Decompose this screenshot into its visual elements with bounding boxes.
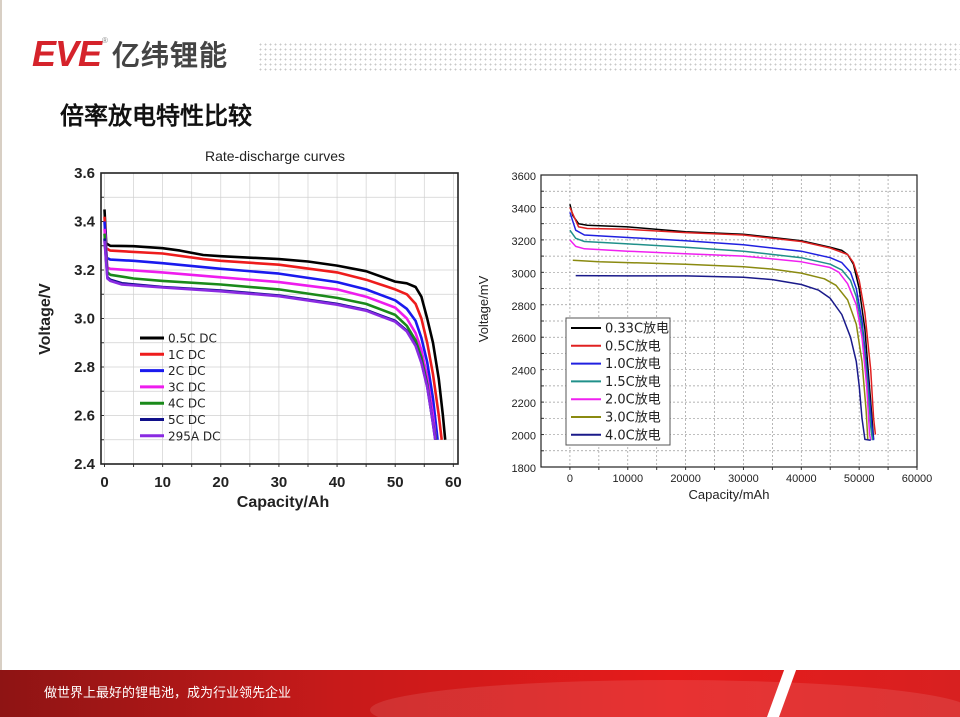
series-line-0.33C放电 [569, 204, 875, 440]
legend-label: 2C DC [168, 364, 205, 378]
y-tick-label: 2.8 [74, 359, 95, 376]
legend: 0.5C DC 1C DC 2C DC 3C DC 4C DC 5C DC 295A DC [140, 332, 221, 443]
legend-label: 1.0C放电 [605, 357, 661, 372]
y-tick-label: 2000 [512, 431, 536, 443]
legend-label: 1.5C放电 [605, 375, 661, 390]
x-tick-label: 50 [387, 474, 404, 491]
y-tick-label: 2800 [512, 301, 536, 313]
x-tick-label: 30 [271, 474, 288, 491]
y-axis-label: Voltage/mV [476, 275, 491, 342]
legend-label: 1C DC [168, 348, 205, 362]
x-axis-label: Capacity/mAh [689, 487, 770, 502]
legend-label: 4C DC [168, 397, 205, 411]
y-tick-label: 3.2 [74, 262, 95, 279]
footer-swoosh-decoration [370, 680, 960, 717]
x-tick-label: 20 [212, 474, 229, 491]
x-tick-label: 40000 [786, 473, 817, 485]
x-tick-label: 30000 [728, 473, 759, 485]
x-tick-label: 10000 [612, 473, 643, 485]
plot-frame [100, 172, 459, 465]
x-tick-label: 40 [329, 474, 346, 491]
series-line-2C DC [103, 221, 439, 440]
legend: 0.33C放电 0.5C放电 1.0C放电 1.5C放电 2.0C放电 3.0C放电 4.0… [565, 317, 671, 446]
eve-logo: EVE ® 亿纬锂能 [32, 34, 228, 74]
y-tick-label: 3600 [512, 171, 536, 183]
y-tick-label: 3200 [512, 236, 536, 248]
dot-pattern-decoration [258, 42, 960, 72]
series-line-3.0C放电 [572, 259, 869, 440]
series-line-295A DC [103, 240, 437, 440]
series-line-1.0C放电 [569, 212, 875, 441]
legend-label: 3.0C放电 [605, 411, 661, 426]
legend-label: 3C DC [168, 380, 205, 394]
series-line-4.0C放电 [575, 274, 871, 441]
legend-label: 0.5C DC [168, 332, 217, 346]
y-tick-label: 2400 [512, 366, 536, 378]
x-tick-label: 0 [100, 474, 108, 491]
legend-label: 0.33C放电 [605, 322, 669, 337]
y-tick-label: 3000 [512, 268, 536, 280]
chart-1: 0 10 20 30 40 50 60 2.4 2.6 2.8 3.0 3.2 3.4 3.6 Capaci… [37, 148, 462, 511]
y-tick-label: 2200 [512, 398, 536, 410]
x-tick-label: 50000 [844, 473, 875, 485]
chart-title: Rate-discharge curves [205, 148, 345, 164]
y-tick-label: 2600 [512, 333, 536, 345]
y-tick-label: 1800 [512, 463, 536, 475]
series-line-0.5C DC [103, 209, 447, 440]
x-tick-label: 20000 [670, 473, 701, 485]
y-tick-label: 3.4 [74, 214, 96, 231]
series-line-0.5C放电 [569, 207, 877, 435]
page-title: 倍率放电特性比较 [60, 102, 252, 130]
chart-2: 0 10000 20000 30000 40000 50000 60000 1800 2000 2… [476, 171, 932, 502]
company-name: 亿纬锂能 [111, 39, 228, 72]
x-axis-label: Capacity/Ah [237, 494, 329, 511]
footer-banner: 做世界上最好的锂电池，成为行业领先企业 [0, 670, 960, 717]
y-tick-label: 3.0 [74, 311, 95, 328]
series-line-1.5C放电 [569, 229, 874, 441]
series-line-2.0C放电 [569, 239, 872, 441]
y-tick-label: 2.6 [74, 408, 95, 425]
footer-slogan: 做世界上最好的锂电池，成为行业领先企业 [44, 686, 292, 701]
x-tick-label: 60 [445, 474, 462, 491]
series-line-1C DC [103, 216, 443, 440]
left-edge-line [0, 0, 2, 670]
y-tick-label: 2.4 [74, 456, 96, 473]
y-tick-label: 3400 [512, 203, 536, 215]
legend-label: 2.0C放电 [605, 393, 661, 408]
registered-mark: ® [102, 36, 108, 45]
x-tick-label: 10 [154, 474, 171, 491]
legend-label: 4.0C放电 [605, 428, 661, 443]
legend-label: 295A DC [168, 429, 221, 443]
legend-label: 5C DC [168, 413, 205, 427]
logo-text: EVE [32, 33, 102, 74]
legend-label: 0.5C放电 [605, 339, 661, 354]
y-tick-label: 3.6 [74, 165, 95, 182]
plot-frame [540, 174, 918, 468]
x-tick-label: 0 [567, 473, 573, 485]
y-axis-label: Voltage/V [37, 283, 54, 355]
series-line-3C DC [103, 228, 438, 440]
x-tick-label: 60000 [902, 473, 933, 485]
